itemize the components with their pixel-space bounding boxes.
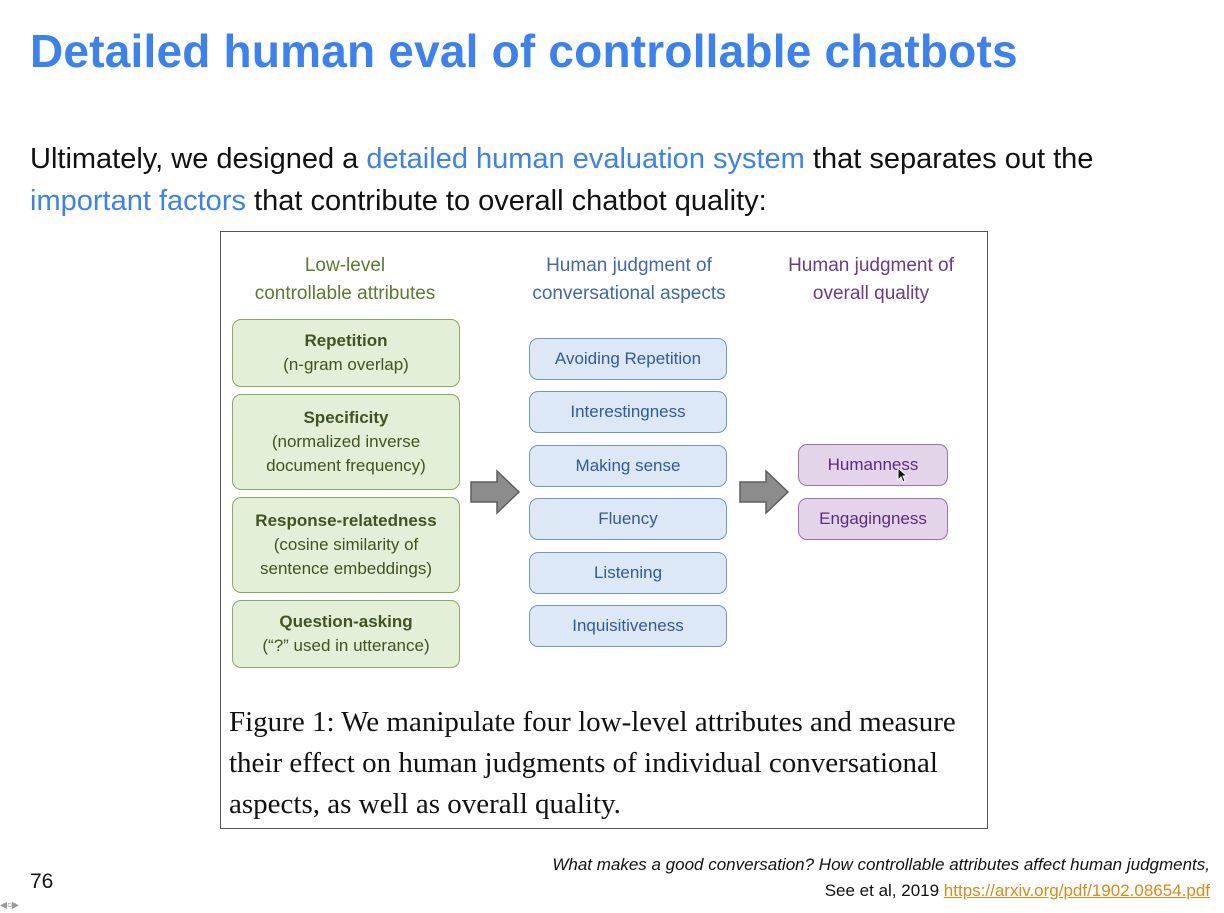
attribute-desc: (normalized inverse xyxy=(271,432,421,451)
aspect-box: Avoiding Repetition xyxy=(529,338,727,380)
attribute-box-question-asking: Question-asking (“?” used in utterance) xyxy=(232,600,460,668)
attribute-desc: (n-gram overlap) xyxy=(283,355,409,374)
attribute-desc: (“?” used in utterance) xyxy=(262,636,430,655)
page-number: 76 xyxy=(30,870,54,893)
attribute-name: Response-relatedness xyxy=(255,511,437,530)
col-head-quality: Human judgment of overall quality xyxy=(761,252,981,308)
figure-caption: Figure 1: We manipulate four low-level a… xyxy=(229,706,956,820)
citation-title: What makes a good conversation? How cont… xyxy=(552,855,1210,874)
attribute-box-response-relatedness: Response-relatedness (cosine similarity … xyxy=(232,497,460,593)
col-head-attributes: Low-level controllable attributes xyxy=(221,252,469,308)
intro-text: Ultimately, we designed a detailed human… xyxy=(30,138,1200,222)
col-head-aspects-line-1: Human judgment of xyxy=(546,255,712,276)
forward-arrow-icon[interactable]: ▸ xyxy=(12,896,20,912)
mouse-cursor-icon xyxy=(897,467,909,483)
col-head-aspects: Human judgment of conversational aspects xyxy=(504,252,754,308)
slide-nav-controls[interactable]: ◂▫▸ xyxy=(0,896,19,913)
aspect-box: Listening xyxy=(529,552,727,594)
col-head-quality-line-2: overall quality xyxy=(812,283,930,304)
aspect-box: Making sense xyxy=(529,445,727,487)
col-head-quality-line-1: Human judgment of xyxy=(788,255,954,276)
aspect-box: Interestingness xyxy=(529,391,727,433)
citation-link[interactable]: https://arxiv.org/pdf/1902.08654.pdf xyxy=(943,881,1210,900)
attribute-name: Specificity xyxy=(303,408,389,427)
attribute-name: Repetition xyxy=(304,331,388,350)
aspect-box: Fluency xyxy=(529,498,727,540)
attribute-name: Question-asking xyxy=(279,612,413,631)
citation-authors: See et al, 2019 xyxy=(824,881,944,900)
slide-title: Detailed human eval of controllable chat… xyxy=(30,25,1018,77)
quality-box-humanness: Humanness xyxy=(798,444,948,486)
slides-icon[interactable]: ▫ xyxy=(7,896,12,912)
figure-panel: Low-level controllable attributes Human … xyxy=(220,231,988,829)
quality-box-engagingness: Engagingness xyxy=(798,498,948,540)
attribute-desc: document frequency) xyxy=(266,456,426,475)
attribute-desc: sentence embeddings) xyxy=(259,559,432,578)
intro-part-2: that separates out the xyxy=(804,143,1094,175)
attribute-box-specificity: Specificity (normalized inverse document… xyxy=(232,394,460,490)
intro-highlight-1: detailed human evaluation system xyxy=(366,143,805,175)
attribute-box-repetition: Repetition (n-gram overlap) xyxy=(232,319,460,387)
aspect-box: Inquisitiveness xyxy=(529,605,727,647)
arrow-right-icon xyxy=(470,469,521,515)
intro-part-1: Ultimately, we designed a xyxy=(30,143,367,175)
col-head-aspects-line-2: conversational aspects xyxy=(532,283,726,304)
back-arrow-icon[interactable]: ◂ xyxy=(0,896,8,912)
arrow-right-icon xyxy=(739,469,790,515)
col-head-attributes-line-2: controllable attributes xyxy=(254,283,436,304)
attribute-desc: (cosine similarity of xyxy=(273,535,419,554)
intro-part-3: that contribute to overall chatbot quali… xyxy=(245,185,767,217)
intro-highlight-2: important factors xyxy=(30,185,246,217)
citation: What makes a good conversation? How cont… xyxy=(552,852,1210,904)
citation-source: See et al, 2019 https://arxiv.org/pdf/19… xyxy=(552,878,1210,904)
col-head-attributes-line-1: Low-level xyxy=(304,255,386,276)
